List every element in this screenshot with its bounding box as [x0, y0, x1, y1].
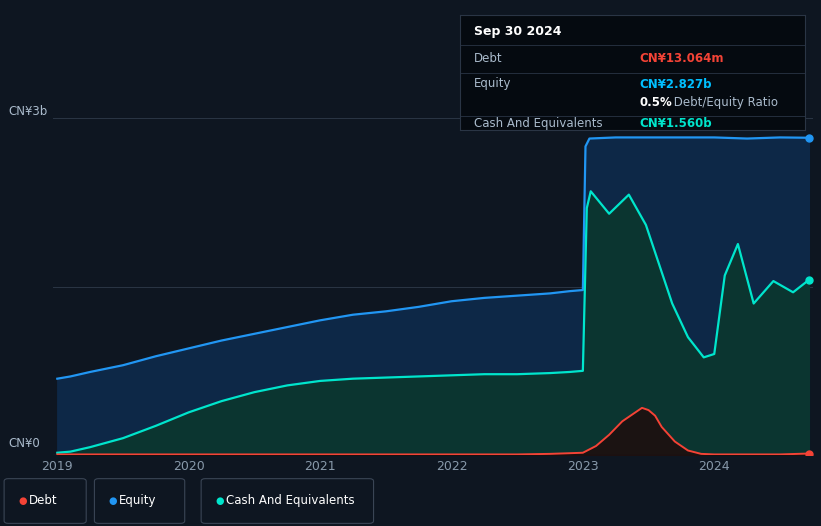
Text: CN¥1.560b: CN¥1.560b	[640, 117, 712, 129]
Text: ●: ●	[215, 495, 223, 506]
Text: Debt/Equity Ratio: Debt/Equity Ratio	[671, 96, 778, 109]
Text: CN¥2.827b: CN¥2.827b	[640, 77, 712, 90]
Text: Equity: Equity	[119, 494, 157, 507]
Text: Cash And Equivalents: Cash And Equivalents	[474, 117, 603, 129]
Text: Debt: Debt	[29, 494, 57, 507]
Text: ●: ●	[108, 495, 117, 506]
Text: Equity: Equity	[474, 77, 511, 90]
Text: 0.5%: 0.5%	[640, 96, 672, 109]
Text: CN¥13.064m: CN¥13.064m	[640, 52, 724, 65]
Text: Debt: Debt	[474, 52, 502, 65]
Text: CN¥0: CN¥0	[8, 437, 40, 450]
Text: Sep 30 2024: Sep 30 2024	[474, 25, 562, 38]
Text: CN¥3b: CN¥3b	[8, 105, 48, 118]
Text: Cash And Equivalents: Cash And Equivalents	[226, 494, 355, 507]
Text: ●: ●	[18, 495, 26, 506]
